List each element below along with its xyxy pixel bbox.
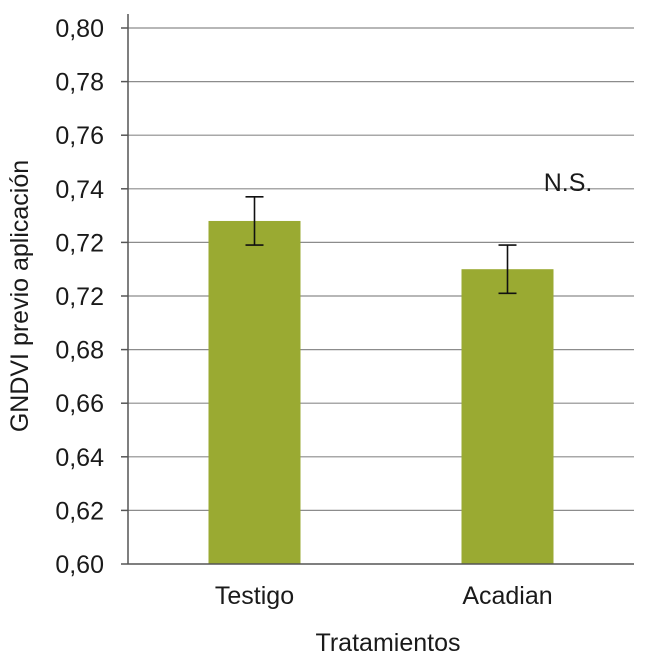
y-tick-label: 0,72 (55, 229, 104, 257)
y-tick-label: 0,68 (55, 337, 104, 365)
y-tick-label: 0,72 (55, 283, 104, 311)
x-category-label: Acadian (462, 582, 552, 610)
y-tick-label: 0,64 (55, 444, 104, 472)
y-tick-label: 0,60 (55, 551, 104, 579)
bar-acadian (461, 269, 554, 564)
error-bars (245, 196, 517, 295)
x-axis-title: Tratamientos (316, 629, 461, 657)
y-tick-label: 0,62 (55, 497, 104, 525)
y-tick-label: 0,74 (55, 176, 104, 204)
y-tick-label: 0,76 (55, 122, 104, 150)
y-tick-label: 0,66 (55, 390, 104, 418)
y-tick-label: 0,78 (55, 69, 104, 97)
y-tick-label: 0,80 (55, 15, 104, 43)
y-axis-title: GNDVI previo aplicación (6, 160, 34, 432)
x-axis-categories: Testigo Acadian (215, 582, 553, 610)
y-axis-ticks: 0,60 0,62 0,64 0,66 0,68 0,72 0,72 0,74 0,76 0,78… (55, 15, 128, 579)
gridlines (128, 27, 634, 511)
bars (208, 220, 554, 564)
bar-testigo (208, 220, 301, 564)
significance-annotation: N.S. (544, 169, 593, 197)
x-category-label: Testigo (215, 582, 294, 610)
